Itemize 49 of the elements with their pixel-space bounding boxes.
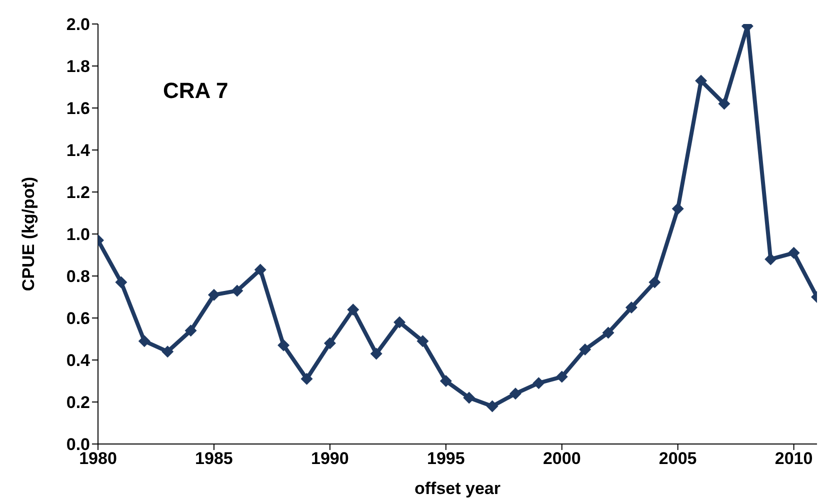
point [556,370,568,383]
y-tick-label: 1.4 [66,141,91,160]
x-tick-label: 2005 [658,449,697,468]
point [254,264,266,276]
y-tick-label: 2.0 [66,15,90,34]
point [695,74,708,87]
x-tick-label: 1995 [426,449,465,468]
y-tick-label: 1.6 [66,99,90,118]
y-tick-label: 0.2 [66,393,90,412]
point [463,392,476,404]
point [718,98,730,110]
point [486,400,498,412]
point [347,304,360,316]
point [788,246,800,259]
x-axis-title: offset year [414,479,501,498]
point [231,284,244,297]
point [115,276,128,288]
point [532,377,545,390]
x-tick-label: 2000 [542,449,581,468]
x-tick-label: 2010 [774,449,813,468]
point [370,348,382,360]
point [648,276,661,288]
point [300,372,313,385]
point [416,335,429,348]
y-tick-label: 0.4 [66,351,91,370]
y-axis-title: CPUE (kg/pot) [19,176,38,292]
y-tick-label: 0.6 [66,309,90,328]
point [579,344,592,356]
point [394,316,406,328]
annotation: CRA 7 [163,78,228,104]
point [602,326,614,339]
point [208,288,220,301]
y-tick-label: 1.0 [66,225,90,244]
point [324,337,336,350]
x-tick-label: 1985 [195,449,233,468]
point [672,202,684,215]
y-tick-label: 1.8 [66,57,90,76]
x-tick-label: 1990 [311,449,349,468]
x-tick-label: 1980 [79,449,117,468]
point [184,324,197,337]
point [764,253,777,266]
y-tick-label: 1.2 [66,183,90,202]
point [440,375,452,387]
point [625,302,638,314]
point [162,346,174,358]
point [278,339,290,352]
point [509,388,522,400]
point [138,335,150,348]
y-tick-label: 0.8 [66,267,90,286]
